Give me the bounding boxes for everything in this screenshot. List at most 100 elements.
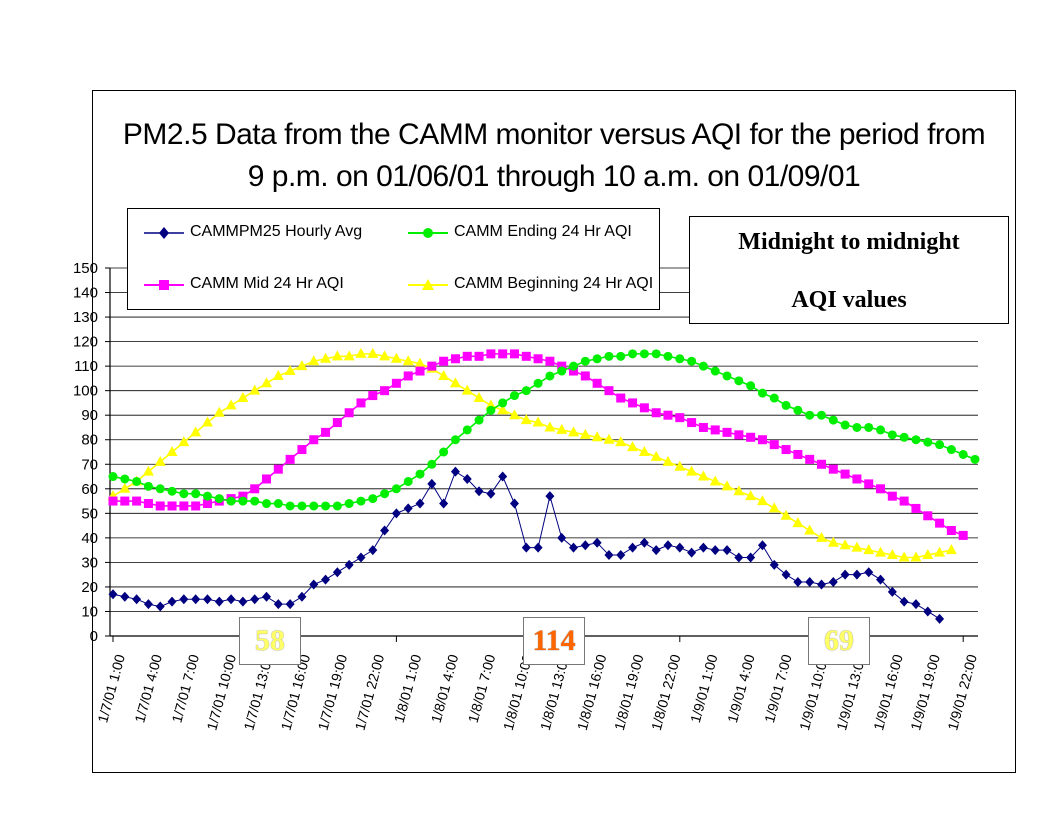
data-point (462, 351, 472, 361)
data-point (155, 501, 165, 511)
data-point (663, 351, 673, 361)
data-point (911, 599, 921, 610)
data-point (486, 349, 496, 359)
data-point (745, 490, 757, 501)
data-point (793, 405, 803, 415)
data-point (250, 496, 260, 506)
data-point (604, 351, 614, 361)
data-point (557, 532, 567, 543)
data-point (710, 545, 720, 556)
x-tick-label: 1/9/01 22:00 (944, 652, 980, 732)
data-point (675, 542, 685, 553)
data-point (179, 594, 189, 605)
data-point (450, 354, 460, 364)
legend-label-ending: CAMM Ending 24 Hr AQI (454, 223, 632, 240)
data-point (380, 525, 390, 536)
data-point (639, 537, 649, 548)
data-point (710, 366, 720, 376)
data-point (521, 386, 531, 396)
data-point (792, 517, 804, 528)
data-point (344, 559, 354, 570)
data-point (202, 499, 212, 509)
data-point (214, 596, 224, 607)
data-point (675, 413, 685, 423)
data-point (970, 454, 980, 464)
data-point (214, 494, 224, 504)
data-point (367, 347, 379, 358)
data-point (628, 349, 638, 359)
data-point (380, 489, 390, 499)
data-point (545, 371, 555, 381)
data-point (580, 371, 590, 381)
data-point (108, 589, 118, 600)
data-point (521, 351, 531, 361)
data-point (191, 489, 201, 499)
data-point (331, 350, 343, 361)
data-point (166, 446, 178, 456)
y-tick-label: 110 (74, 358, 98, 375)
data-point (935, 518, 945, 528)
data-point (734, 552, 744, 563)
data-point (262, 499, 272, 509)
data-point (840, 420, 850, 430)
data-point (675, 354, 685, 364)
data-point (391, 378, 401, 388)
data-point (249, 384, 261, 395)
data-point (167, 501, 177, 511)
data-point (697, 470, 709, 481)
x-tick-label: 1/8/01 19:00 (611, 652, 647, 732)
data-point (427, 478, 437, 489)
data-point (332, 567, 342, 578)
data-point (923, 437, 933, 447)
y-tick-label: 50 (81, 505, 98, 522)
data-point (402, 355, 414, 366)
data-point (698, 422, 708, 432)
x-tick-label: 1/9/01 7:00 (761, 652, 795, 724)
data-point (756, 495, 768, 506)
data-point (520, 414, 532, 425)
data-point (710, 425, 720, 435)
data-point (473, 392, 485, 403)
data-point (108, 496, 118, 506)
data-point (509, 498, 519, 509)
aqi-label-day1: 58 (239, 617, 301, 665)
data-point (698, 361, 708, 371)
data-point (321, 574, 331, 585)
data-point (179, 501, 189, 511)
data-point (946, 445, 956, 455)
data-point (674, 460, 686, 471)
data-point (439, 447, 449, 457)
y-tick-label: 130 (73, 309, 98, 326)
data-point (780, 509, 792, 520)
data-point (793, 449, 803, 459)
data-point (876, 574, 886, 585)
series-line-1 (112, 353, 976, 507)
data-point (545, 356, 555, 366)
data-point (923, 606, 933, 617)
data-point (191, 501, 201, 511)
data-point (191, 594, 201, 605)
data-point (840, 569, 850, 580)
data-point (238, 496, 248, 506)
data-point (591, 431, 603, 442)
data-point (804, 524, 816, 535)
y-tick-label: 100 (73, 383, 98, 400)
data-point (250, 594, 260, 605)
data-point (380, 386, 390, 396)
data-point (332, 501, 342, 511)
data-point (297, 501, 307, 511)
data-point (498, 398, 508, 408)
x-tick-label: 1/8/01 1:00 (391, 652, 425, 724)
data-point (533, 542, 543, 553)
legend-label-beginning: CAMM Beginning 24 Hr AQI (454, 275, 654, 292)
x-tick-label: 1/9/01 1:00 (687, 652, 721, 724)
note-line2: AQI values (791, 287, 907, 313)
y-tick-label: 140 (73, 285, 98, 302)
data-point (533, 354, 543, 364)
data-point (935, 440, 945, 450)
data-point (439, 498, 449, 509)
data-point (911, 503, 921, 513)
data-point (781, 400, 791, 410)
data-point (450, 466, 460, 477)
data-point (627, 441, 639, 452)
